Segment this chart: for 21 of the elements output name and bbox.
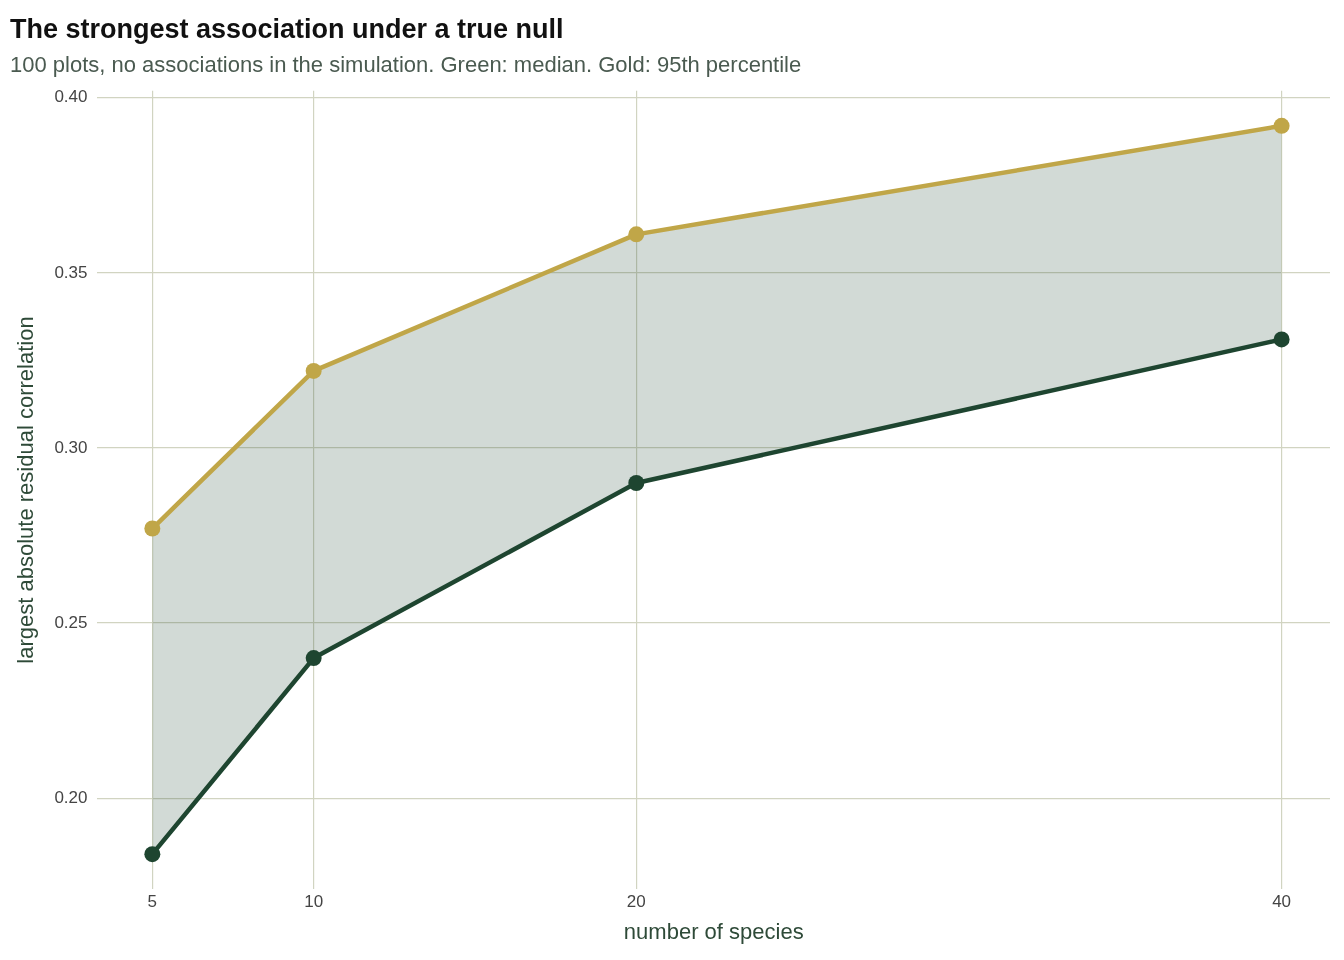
point bbox=[1273, 117, 1290, 134]
chart-subtitle: 100 plots, no associations in the simulation. Green: median. Gold: 95th percentile bbox=[10, 51, 802, 77]
point bbox=[628, 475, 645, 491]
x-tick-label: 20 bbox=[626, 892, 646, 912]
chart-title: The strongest association under a true null bbox=[10, 13, 564, 44]
x-axis-title: number of species bbox=[623, 918, 804, 944]
y-tick-label: 0.40 bbox=[54, 87, 88, 107]
x-tick-label: 40 bbox=[1272, 892, 1292, 912]
point bbox=[305, 650, 322, 667]
point bbox=[1273, 331, 1290, 348]
x-tick-label: 10 bbox=[304, 892, 324, 912]
y-tick-label: 0.35 bbox=[54, 262, 88, 282]
point bbox=[305, 362, 322, 379]
y-tick-label: 0.30 bbox=[54, 437, 88, 457]
point bbox=[144, 846, 161, 863]
x-tick-label: 5 bbox=[147, 892, 158, 912]
y-tick-label: 0.25 bbox=[54, 612, 88, 632]
y-axis-title: largest absolute residual correlation bbox=[13, 316, 39, 664]
point bbox=[628, 226, 645, 243]
y-tick-label: 0.20 bbox=[54, 787, 88, 807]
point bbox=[144, 520, 161, 537]
